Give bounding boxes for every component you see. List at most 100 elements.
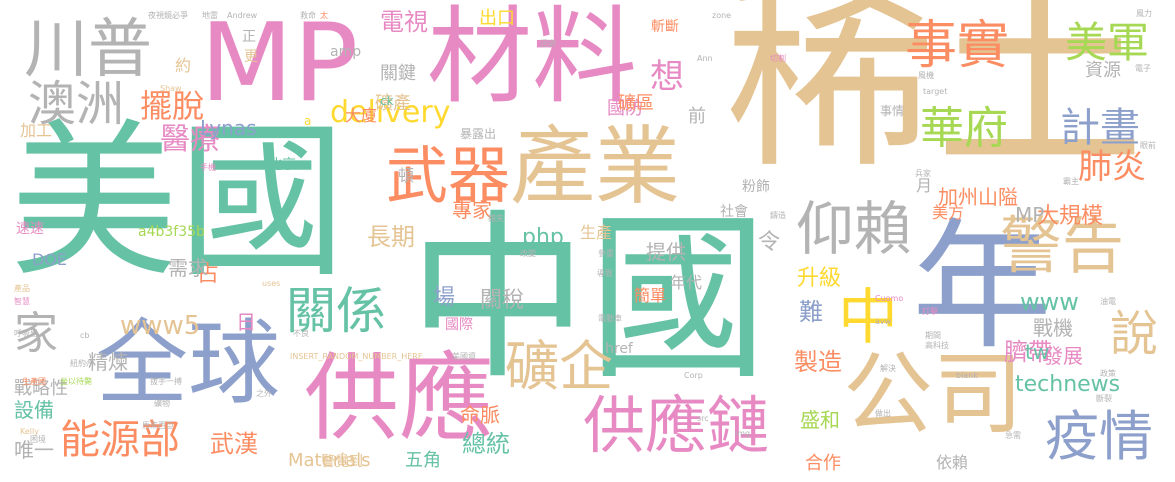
word: 唯一: [14, 438, 54, 462]
word: zone: [712, 11, 732, 20]
word: 五角: [405, 450, 441, 471]
word: href: [605, 341, 633, 357]
word: 疫情: [1045, 405, 1153, 468]
word: 合作: [805, 453, 841, 474]
word: src: [697, 414, 709, 423]
word: 供應鏈: [583, 389, 770, 462]
word: 中: [838, 283, 898, 353]
word: 產品: [14, 284, 30, 293]
word: 手機: [200, 163, 216, 172]
word: technews: [1015, 372, 1121, 397]
word: 迴避: [540, 39, 556, 48]
word: 電視: [380, 8, 428, 36]
word: img: [735, 429, 751, 438]
word: 關係: [286, 282, 386, 340]
word: 速速: [16, 221, 44, 237]
word: 供應: [304, 344, 495, 454]
word: 擺脫: [140, 87, 205, 125]
word: 暴露出: [460, 127, 497, 141]
word: MP: [200, 1, 359, 126]
word: cb: [80, 331, 90, 340]
word: 礦產: [375, 93, 411, 114]
word: 川普: [24, 13, 152, 87]
word: 粉飾: [742, 179, 770, 195]
word: 國際: [445, 317, 473, 333]
word: 總統: [462, 430, 510, 458]
word: 醫療: [160, 122, 220, 157]
word: 材料: [427, 0, 638, 118]
word: 提供: [646, 240, 686, 264]
word: 令: [758, 230, 781, 255]
word: delivery: [330, 95, 451, 130]
word: Kelly: [20, 427, 39, 436]
word: Lynas: [200, 116, 257, 140]
word: 國防: [607, 98, 643, 119]
word: 設備: [14, 398, 54, 422]
word: 全球: [96, 310, 281, 417]
word: 生產: [580, 223, 613, 242]
word: Shaw: [160, 84, 182, 93]
word: avw: [875, 317, 892, 326]
word: 發展: [1043, 344, 1083, 368]
word: 救命: [300, 11, 316, 20]
word: 解決: [880, 364, 896, 373]
word: target: [923, 87, 948, 96]
word: DOE: [32, 250, 68, 269]
word: 鑄造: [770, 211, 786, 220]
word: 社會: [720, 204, 748, 220]
word: 製造: [794, 348, 842, 376]
word: 更: [244, 49, 258, 65]
word: 家: [14, 308, 58, 359]
word: 關鍵: [380, 63, 416, 84]
word: 關稅: [480, 288, 525, 313]
word: 政策: [1100, 369, 1116, 378]
word: 警覺到: [321, 454, 363, 470]
word: 拔手一搏: [150, 377, 182, 386]
word: 參重: [598, 249, 614, 258]
word: 需求: [168, 256, 208, 280]
word: 之外: [256, 389, 272, 398]
word: 肺炎: [1078, 147, 1146, 187]
word: 資源: [1085, 60, 1121, 81]
word: 礦物: [154, 399, 170, 408]
word: 專家: [452, 198, 492, 222]
word: php: [522, 225, 564, 250]
word: 夜視鏡: [148, 11, 172, 20]
word: 美方: [932, 203, 965, 222]
word: 困境: [30, 435, 46, 444]
word: 導致: [597, 269, 613, 278]
word: 馬來西亞: [142, 421, 174, 430]
word: 升級: [797, 266, 842, 291]
word: 正: [242, 29, 256, 45]
word: 加州山隘: [938, 185, 1018, 209]
word: 事實: [905, 16, 1010, 76]
word: 精煉: [88, 350, 128, 374]
word: 紐約州: [70, 359, 94, 368]
word: 做出: [875, 409, 891, 418]
word: 霸主: [1063, 177, 1079, 186]
word: 澳洲: [28, 76, 125, 132]
word: 前: [688, 106, 706, 127]
word: 坐以待斃: [60, 377, 92, 386]
word: 地雷: [202, 11, 218, 20]
word: 年代: [670, 273, 703, 292]
word: 急需: [1005, 431, 1021, 440]
word: www5: [120, 311, 201, 341]
word: amp: [330, 44, 362, 60]
word: 不良: [293, 329, 309, 338]
word: ck: [380, 94, 394, 108]
word: 占: [197, 262, 220, 287]
word: 北京: [268, 157, 296, 173]
word: 盛和: [800, 408, 840, 432]
word: 能源部: [60, 417, 180, 463]
word: 期間: [925, 331, 941, 340]
word: Ann: [697, 54, 713, 63]
word: 必爭: [172, 11, 188, 20]
word: Corp: [684, 371, 703, 380]
word: 年: [912, 206, 1053, 369]
word: 高科技: [925, 341, 949, 350]
word: 呼吸器: [14, 329, 38, 338]
word: Materials: [288, 450, 371, 471]
word: 戰略性: [14, 378, 68, 399]
